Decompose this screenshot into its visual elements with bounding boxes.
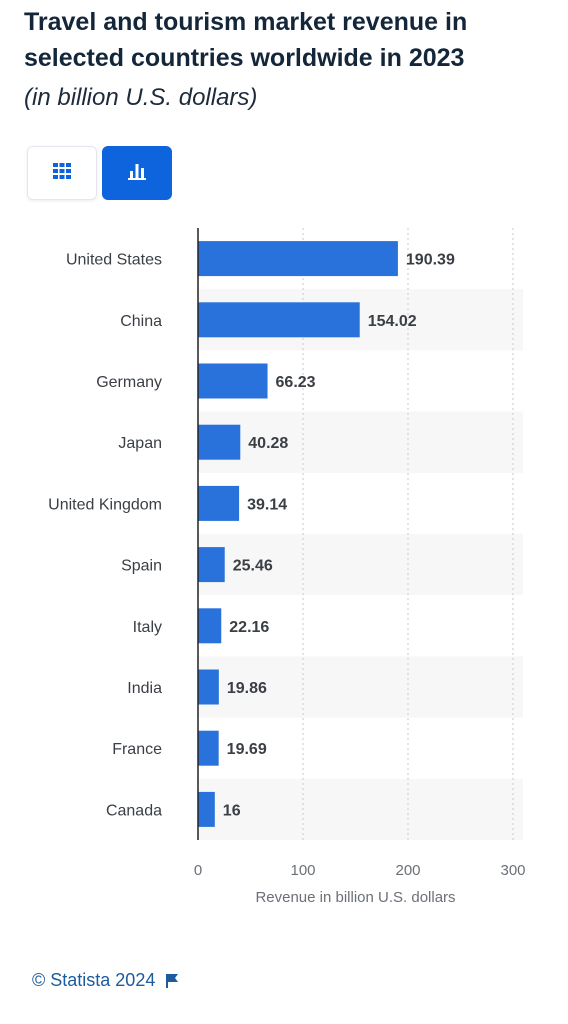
bar-chart-icon [128, 162, 146, 185]
row-stripe [198, 534, 523, 596]
bar-chart: United States 190.39 China 154.02 Germany 66.… [48, 228, 526, 906]
bar [198, 547, 225, 583]
category-label: Canada [106, 802, 162, 819]
x-tick-label: 100 [290, 862, 315, 879]
value-label: 16 [223, 802, 241, 819]
grid-icon [53, 162, 71, 184]
value-label: 66.23 [276, 374, 316, 391]
value-label: 19.86 [227, 680, 267, 697]
row-stripe [198, 411, 523, 473]
category-label: United States [66, 252, 162, 269]
category-label: France [112, 741, 162, 758]
category-label: India [127, 680, 162, 697]
category-label: United Kingdom [48, 496, 162, 513]
bar [198, 485, 240, 521]
bar [198, 241, 398, 277]
bar [198, 730, 219, 766]
x-tick-label: 0 [194, 862, 202, 879]
value-label: 19.69 [227, 741, 267, 758]
value-label: 22.16 [229, 619, 269, 636]
flag-icon[interactable] [165, 973, 179, 989]
row-stripe [198, 778, 523, 840]
category-label: Japan [118, 435, 162, 452]
x-tick-label: 200 [395, 862, 420, 879]
bar [198, 791, 215, 827]
copyright-text[interactable]: © Statista 2024 [32, 970, 156, 990]
chart-area: United States 190.39 China 154.02 Germany 66.… [0, 220, 568, 920]
chart-title: Travel and tourism market revenue in sel… [24, 8, 468, 72]
value-label: 39.14 [247, 496, 287, 513]
value-label: 25.46 [233, 558, 273, 575]
footer: © Statista 2024 [32, 970, 179, 991]
bar [198, 363, 268, 399]
category-label: Germany [96, 374, 162, 391]
x-axis-label: Revenue in billion U.S. dollars [255, 889, 455, 906]
row-stripe [198, 656, 523, 718]
chart-view-button[interactable] [102, 146, 172, 200]
bar [198, 302, 360, 338]
category-label: China [120, 313, 162, 330]
value-label: 40.28 [248, 435, 288, 452]
bar [198, 608, 222, 644]
category-label: Spain [121, 558, 162, 575]
table-view-button[interactable] [27, 146, 97, 200]
bar [198, 669, 219, 705]
value-label: 190.39 [406, 252, 455, 269]
value-label: 154.02 [368, 313, 417, 330]
x-tick-label: 300 [500, 862, 525, 879]
bar [198, 424, 241, 460]
chart-subtitle: (in billion U.S. dollars) [24, 84, 258, 111]
category-label: Italy [133, 619, 162, 636]
